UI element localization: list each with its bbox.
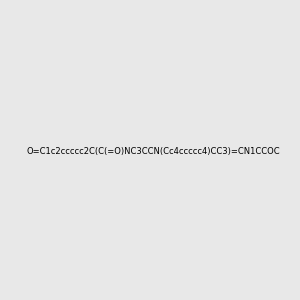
Text: O=C1c2ccccc2C(C(=O)NC3CCN(Cc4ccccc4)CC3)=CN1CCOC: O=C1c2ccccc2C(C(=O)NC3CCN(Cc4ccccc4)CC3)… — [27, 147, 280, 156]
